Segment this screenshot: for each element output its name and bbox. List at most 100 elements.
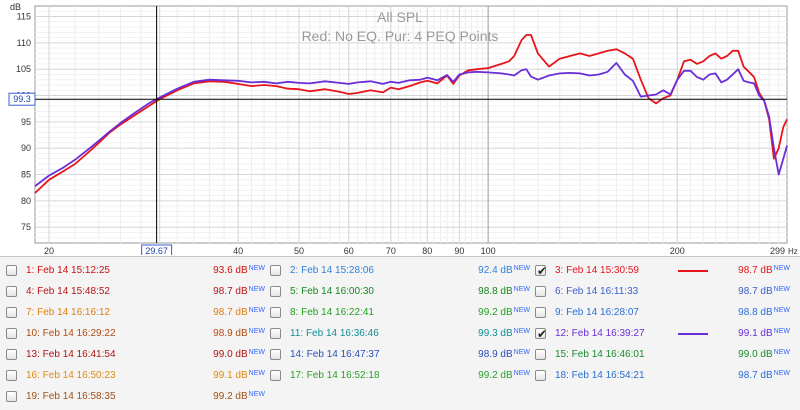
measurement-name: 7: Feb 14 16:16:12 <box>26 307 110 318</box>
measurement-checkbox[interactable]: ✔ <box>535 327 548 341</box>
measurement-row[interactable]: 9: Feb 14 16:28:07 98.8 dBNEW <box>535 303 790 323</box>
spl-chart[interactable]: 7580859095100105110115204050607080901002… <box>0 0 800 257</box>
cursor-y-readout-box <box>8 92 36 106</box>
measurement-name: 14: Feb 14 16:47:37 <box>290 349 380 360</box>
measurement-row[interactable]: 16: Feb 14 16:50:23 99.1 dBNEW <box>6 366 265 386</box>
check-icon: ✔ <box>537 327 548 341</box>
measurement-row[interactable]: 5: Feb 14 16:00:30 98.8 dBNEW <box>270 282 530 302</box>
measurement-spl-number: 99.2 dB <box>213 391 248 402</box>
measurement-spl-number: 99.3 dB <box>478 328 513 339</box>
plot-area[interactable] <box>34 5 788 244</box>
measurement-row[interactable]: 6: Feb 14 16:11:33 98.7 dBNEW <box>535 282 790 302</box>
new-badge: NEW <box>513 349 530 356</box>
measurement-row[interactable]: 11: Feb 14 16:36:46 99.3 dBNEW <box>270 324 530 344</box>
measurement-row[interactable]: 15: Feb 14 16:46:01 99.0 dBNEW <box>535 345 790 365</box>
measurement-spl-number: 98.7 dB <box>213 286 248 297</box>
chart-subtitle: Red: No EQ. Pur: 4 PEQ Points <box>302 28 499 44</box>
measurement-checkbox[interactable] <box>6 307 17 318</box>
new-badge: NEW <box>773 286 790 293</box>
measurement-name: 3: Feb 14 15:30:59 <box>555 265 639 276</box>
measurement-checkbox[interactable] <box>6 286 17 297</box>
measurement-row[interactable]: 2: Feb 14 15:28:06 92.4 dBNEW <box>270 261 530 281</box>
measurement-checkbox[interactable] <box>6 391 17 402</box>
measurement-checkbox[interactable] <box>270 349 281 360</box>
measurement-spl-value: 98.9 dBNEW <box>478 349 530 361</box>
check-icon: ✔ <box>537 264 548 278</box>
measurement-row[interactable]: 17: Feb 14 16:52:18 99.2 dBNEW <box>270 366 530 386</box>
new-badge: NEW <box>773 265 790 272</box>
measurement-spl-value: 98.7 dBNEW <box>213 286 265 298</box>
new-badge: NEW <box>513 286 530 293</box>
x-unit-label: Hz <box>788 247 798 255</box>
measurement-spl-value: 98.7 dBNEW <box>738 370 790 382</box>
measurement-name: 6: Feb 14 16:11:33 <box>555 286 639 297</box>
measurement-spl-number: 99.2 dB <box>478 307 513 318</box>
x-tick-label: 40 <box>233 246 243 255</box>
measurement-line-swatch <box>678 270 708 272</box>
measurement-spl-number: 98.7 dB <box>738 286 773 297</box>
measurement-spl-number: 99.1 dB <box>738 328 773 339</box>
new-badge: NEW <box>248 328 265 335</box>
measurement-row[interactable]: ✔ 3: Feb 14 15:30:59 98.7 dBNEW <box>535 261 790 281</box>
measurement-spl-value: 99.2 dBNEW <box>478 370 530 382</box>
measurement-checkbox[interactable] <box>6 370 17 381</box>
measurement-row[interactable]: 10: Feb 14 16:29:22 98.9 dBNEW <box>6 324 265 344</box>
new-badge: NEW <box>513 307 530 314</box>
measurement-row[interactable]: 18: Feb 14 16:54:21 98.7 dBNEW <box>535 366 790 386</box>
new-badge: NEW <box>773 370 790 377</box>
x-tick-label: 50 <box>294 246 304 255</box>
new-badge: NEW <box>248 391 265 398</box>
measurement-name: 19: Feb 14 16:58:35 <box>26 391 116 402</box>
measurement-checkbox[interactable] <box>535 307 546 318</box>
measurement-checkbox[interactable]: ✔ <box>535 264 548 278</box>
x-tick-label: 20 <box>44 246 54 255</box>
measurement-spl-number: 98.9 dB <box>478 349 513 360</box>
measurement-row[interactable]: ✔ 12: Feb 14 16:39:27 99.1 dBNEW <box>535 324 790 344</box>
measurement-row[interactable]: 7: Feb 14 16:16:12 98.7 dBNEW <box>6 303 265 323</box>
measurement-row[interactable]: 14: Feb 14 16:47:37 98.9 dBNEW <box>270 345 530 365</box>
measurement-spl-number: 99.1 dB <box>213 370 248 381</box>
measurement-checkbox[interactable] <box>535 349 546 360</box>
measurement-checkbox[interactable] <box>270 328 281 339</box>
spl-graph[interactable]: 7580859095100105110115204050607080901002… <box>0 0 800 257</box>
new-badge: NEW <box>773 349 790 356</box>
new-badge: NEW <box>248 349 265 356</box>
measurement-spl-value: 98.7 dBNEW <box>738 286 790 298</box>
measurement-spl-value: 99.1 dBNEW <box>738 328 790 340</box>
measurement-checkbox[interactable] <box>270 286 281 297</box>
measurement-row[interactable]: 19: Feb 14 16:58:35 99.2 dBNEW <box>6 387 265 407</box>
measurement-legend: 1: Feb 14 15:12:25 93.6 dBNEW 2: Feb 14 15… <box>0 256 800 410</box>
measurement-row[interactable]: 13: Feb 14 16:41:54 99.0 dBNEW <box>6 345 265 365</box>
measurement-spl-number: 98.7 dB <box>213 307 248 318</box>
measurement-row[interactable]: 1: Feb 14 15:12:25 93.6 dBNEW <box>6 261 265 281</box>
measurement-name: 15: Feb 14 16:46:01 <box>555 349 645 360</box>
measurement-spl-number: 98.9 dB <box>213 328 248 339</box>
y-tick-label: 105 <box>16 64 31 74</box>
measurement-checkbox[interactable] <box>270 265 281 276</box>
x-tick-label: 299 <box>770 246 785 255</box>
x-tick-label: 70 <box>386 246 396 255</box>
measurement-spl-number: 99.0 dB <box>213 349 248 360</box>
measurement-name: 17: Feb 14 16:52:18 <box>290 370 380 381</box>
measurement-spl-number: 98.8 dB <box>478 286 513 297</box>
measurement-spl-value: 98.7 dBNEW <box>738 265 790 277</box>
measurement-checkbox[interactable] <box>270 307 281 318</box>
measurement-checkbox[interactable] <box>535 370 546 381</box>
measurement-spl-value: 92.4 dBNEW <box>478 265 530 277</box>
new-badge: NEW <box>248 370 265 377</box>
measurement-row[interactable]: 8: Feb 14 16:22:41 99.2 dBNEW <box>270 303 530 323</box>
new-badge: NEW <box>773 307 790 314</box>
series-line-1 <box>34 34 788 194</box>
measurement-checkbox[interactable] <box>6 328 17 339</box>
measurement-checkbox[interactable] <box>535 286 546 297</box>
measurement-name: 10: Feb 14 16:29:22 <box>26 328 116 339</box>
x-tick-label: 60 <box>344 246 354 255</box>
measurement-row[interactable]: 4: Feb 14 15:48:52 98.7 dBNEW <box>6 282 265 302</box>
measurement-checkbox[interactable] <box>6 349 17 360</box>
measurement-spl-value: 99.1 dBNEW <box>213 370 265 382</box>
measurement-checkbox[interactable] <box>6 265 17 276</box>
measurement-name: 13: Feb 14 16:41:54 <box>26 349 116 360</box>
measurement-checkbox[interactable] <box>270 370 281 381</box>
measurement-spl-value: 98.9 dBNEW <box>213 328 265 340</box>
measurement-spl-number: 99.0 dB <box>738 349 773 360</box>
